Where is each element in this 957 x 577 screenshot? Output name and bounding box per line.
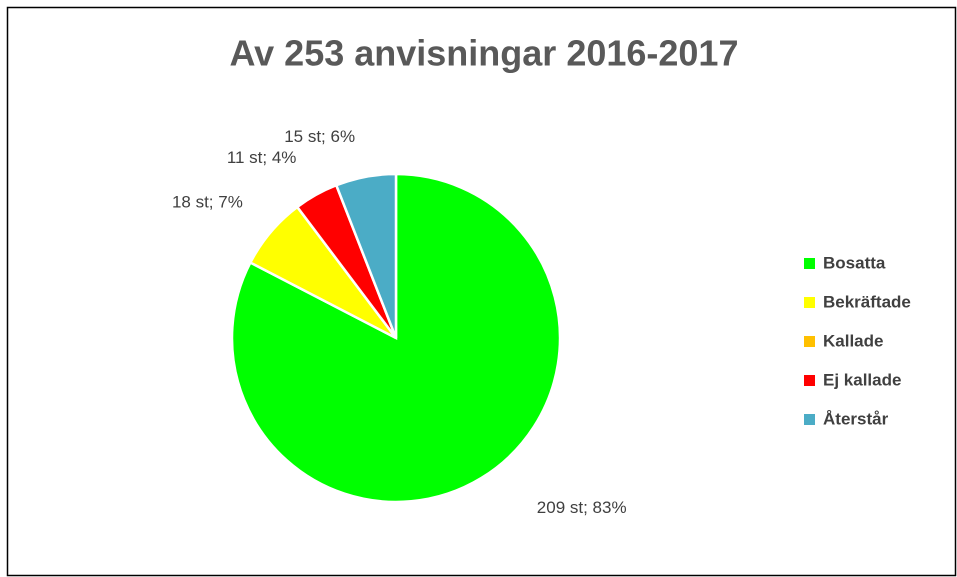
legend-swatch bbox=[804, 414, 815, 425]
chart-title: Av 253 anvisningar 2016-2017 bbox=[230, 33, 739, 74]
data-label: 15 st; 6% bbox=[284, 127, 355, 146]
data-label: 18 st; 7% bbox=[172, 192, 243, 211]
legend-label: Återstår bbox=[823, 409, 889, 428]
legend-label: Ej kallade bbox=[823, 370, 901, 389]
legend-label: Bekräftade bbox=[823, 292, 911, 311]
legend-swatch bbox=[804, 375, 815, 386]
legend-swatch bbox=[804, 258, 815, 269]
data-label: 11 st; 4% bbox=[227, 148, 297, 167]
legend-label: Bosatta bbox=[823, 253, 886, 272]
legend-swatch bbox=[804, 297, 815, 308]
data-label: 209 st; 83% bbox=[537, 498, 627, 517]
legend-label: Kallade bbox=[823, 331, 883, 350]
pie-slice bbox=[334, 172, 398, 339]
legend-swatch bbox=[804, 336, 815, 347]
